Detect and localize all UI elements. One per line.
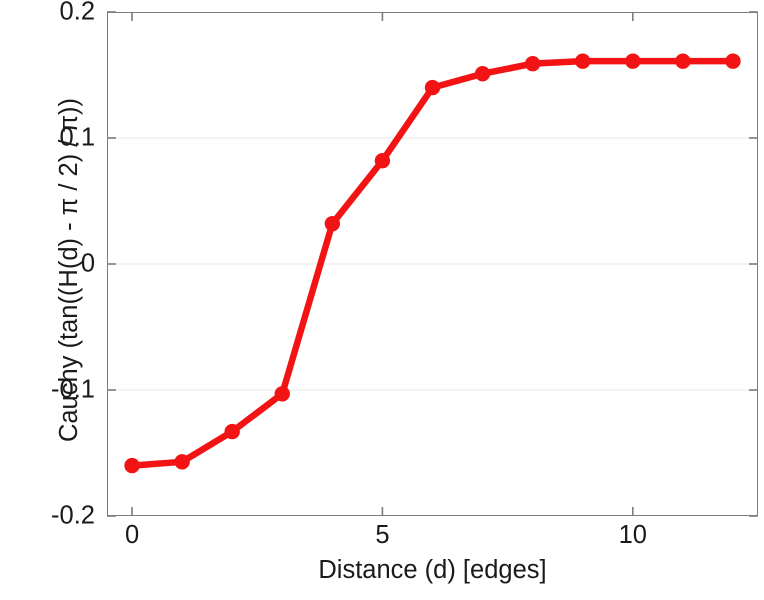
- data-point: [474, 66, 491, 82]
- y-axis-ticks: [107, 11, 758, 517]
- y-tick-label: 0.2: [59, 0, 95, 26]
- data-series-markers: [124, 53, 741, 474]
- data-point: [675, 53, 691, 69]
- data-point: [124, 457, 140, 474]
- x-tick-label: 0: [124, 521, 140, 549]
- plot-canvas: [107, 11, 758, 517]
- data-point: [575, 53, 591, 69]
- data-point: [424, 79, 441, 96]
- data-point: [324, 215, 341, 232]
- y-tick-label: 0.1: [59, 123, 95, 152]
- x-tick-label: 5: [375, 521, 390, 549]
- y-tick-label: -0.1: [51, 375, 95, 404]
- x-axis-ticks: [131, 12, 634, 516]
- x-axis-label: Distance (d) [edges]: [318, 556, 547, 584]
- data-point: [174, 454, 190, 470]
- y-tick-label: 0: [80, 249, 95, 278]
- data-point: [274, 386, 290, 402]
- data-point: [224, 423, 240, 440]
- data-point: [374, 152, 391, 169]
- data-point: [725, 53, 741, 69]
- data-point: [524, 55, 541, 72]
- gridlines: [107, 137, 758, 391]
- data-point: [625, 53, 641, 69]
- x-tick-label: 10: [618, 521, 647, 549]
- y-tick-label: -0.2: [51, 501, 95, 530]
